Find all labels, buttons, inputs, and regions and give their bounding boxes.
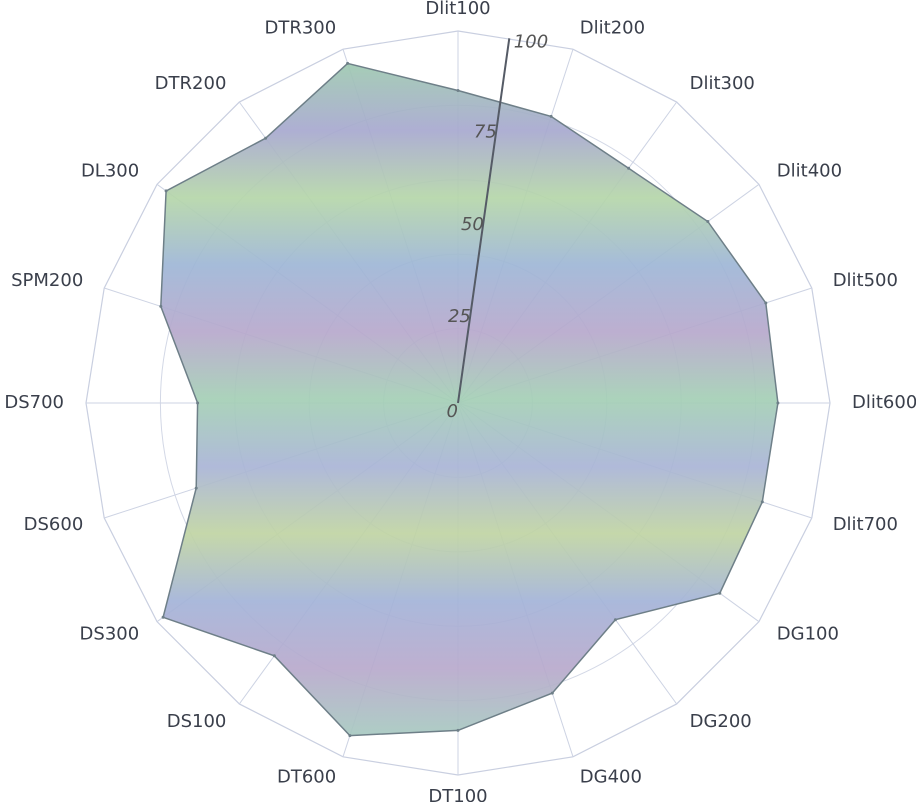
- category-label-dlit500: Dlit500: [833, 270, 898, 291]
- category-label-ds300: DS300: [80, 624, 140, 645]
- radar-point-spm200: [159, 304, 163, 308]
- radial-tick-label-100: 100: [514, 32, 548, 53]
- radar-point-dlit500: [764, 301, 768, 305]
- radar-point-dlit100: [456, 89, 460, 92]
- category-label-dg200: DG200: [690, 711, 752, 732]
- radar-point-dtr300: [346, 61, 350, 65]
- radar-point-ds300: [161, 615, 165, 619]
- category-label-dlit200: Dlit200: [580, 17, 645, 38]
- category-labels: Dlit100 Dlit200 Dlit300 Dlit400 Dlit500 Dlit6…: [4, 0, 916, 807]
- radial-tick-label-25: 25: [448, 306, 471, 327]
- radar-point-dlit400: [706, 220, 710, 223]
- category-label-dl300: DL300: [81, 160, 139, 181]
- category-label-dlit600: Dlit600: [852, 392, 916, 413]
- category-label-dlit300: Dlit300: [690, 73, 755, 94]
- radar-point-dlit200: [549, 114, 553, 118]
- category-label-spm200: SPM200: [11, 270, 83, 291]
- radar-point-dlit300: [627, 166, 631, 170]
- radar-point-dlit700: [760, 500, 764, 504]
- category-label-ds100: DS100: [167, 711, 227, 732]
- category-label-dt100: DT100: [428, 786, 487, 802]
- radar-data-layer: [159, 61, 780, 738]
- category-label-dlit400: Dlit400: [777, 160, 842, 181]
- radar-point-dg100: [718, 591, 722, 595]
- radar-point-dl300: [164, 189, 168, 193]
- radial-tick-label-50: 50: [461, 214, 484, 235]
- radar-data-area: [160, 62, 779, 737]
- category-label-dtr200: DTR200: [155, 73, 227, 94]
- category-label-ds700: DS700: [4, 392, 64, 413]
- radial-tick-label-75: 75: [474, 122, 497, 143]
- category-label-ds600: DS600: [24, 514, 84, 535]
- radar-point-dtr200: [264, 136, 268, 140]
- radial-tick-label-0: 0: [447, 401, 458, 422]
- category-label-dtr300: DTR300: [264, 17, 336, 38]
- radial-axis-line: [457, 38, 511, 404]
- category-label-dt600: DT600: [277, 767, 336, 788]
- category-label-dlit700: Dlit700: [833, 514, 898, 535]
- radar-point-dg400: [550, 691, 554, 695]
- category-label-dg400: DG400: [580, 767, 642, 788]
- radar-point-dg200: [613, 618, 617, 622]
- radar-point-dt600: [348, 734, 352, 738]
- radar-point-dt100: [456, 728, 460, 732]
- radar-point-dlit600: [776, 401, 780, 405]
- radar-point-ds100: [272, 654, 276, 658]
- radar-point-ds700: [196, 401, 200, 405]
- category-label-dlit100: Dlit100: [425, 0, 490, 19]
- category-label-dg100: DG100: [777, 624, 839, 645]
- radial-axis-layer: 0 25 50 75 100: [447, 32, 549, 422]
- radar-point-ds600: [194, 486, 198, 490]
